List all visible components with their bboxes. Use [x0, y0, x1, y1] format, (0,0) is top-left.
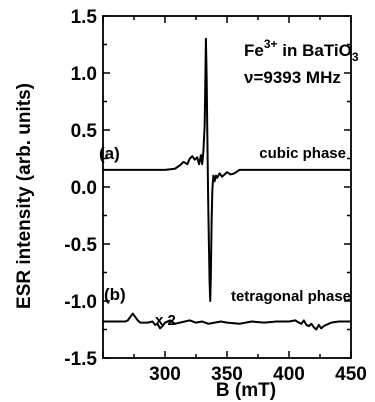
y-tick-label: -0.5: [64, 235, 97, 256]
series-label-b: (b): [104, 285, 126, 304]
scale-label-b: x 2: [155, 312, 176, 329]
series-line-b: [103, 312, 351, 331]
y-tick-label: 1.0: [71, 64, 97, 85]
sample-prefix: Fe: [244, 41, 264, 60]
series-label-a: (a): [99, 144, 120, 163]
y-axis-title: ESR intensity (arb. units): [14, 83, 35, 309]
sample-annotation: Fe3+ in BaTiO3: [244, 37, 359, 64]
data-series: [103, 37, 351, 331]
y-tick-label: 1.5: [71, 7, 98, 28]
x-axis-title: B (mT): [216, 380, 276, 401]
frequency-annotation: ν=9393 MHz: [244, 68, 341, 87]
x-tick-label: 400: [273, 364, 305, 385]
phase-label-b: tetragonal phase: [231, 288, 351, 305]
y-tick-label: 0.0: [71, 178, 97, 199]
phase-label-a: cubic phase: [259, 145, 346, 162]
x-tick-label: 300: [149, 364, 181, 385]
sample-subscript: 3: [352, 50, 359, 64]
series-line-a: [103, 37, 351, 302]
axis-tick-labels: 300 350 400 450 -1.5 -1.0 -0.5 0.0 0.5 1.0 1.5: [64, 7, 367, 385]
sample-middle: in BaTiO: [278, 41, 352, 60]
y-tick-label: 0.5: [71, 121, 98, 142]
y-tick-label: -1.5: [64, 349, 97, 370]
x-tick-label: 450: [335, 364, 367, 385]
y-tick-label: -1.0: [64, 292, 97, 313]
x-tick-label: 350: [211, 364, 243, 385]
axis-ticks: [102, 15, 352, 359]
sample-superscript: 3+: [264, 37, 278, 51]
